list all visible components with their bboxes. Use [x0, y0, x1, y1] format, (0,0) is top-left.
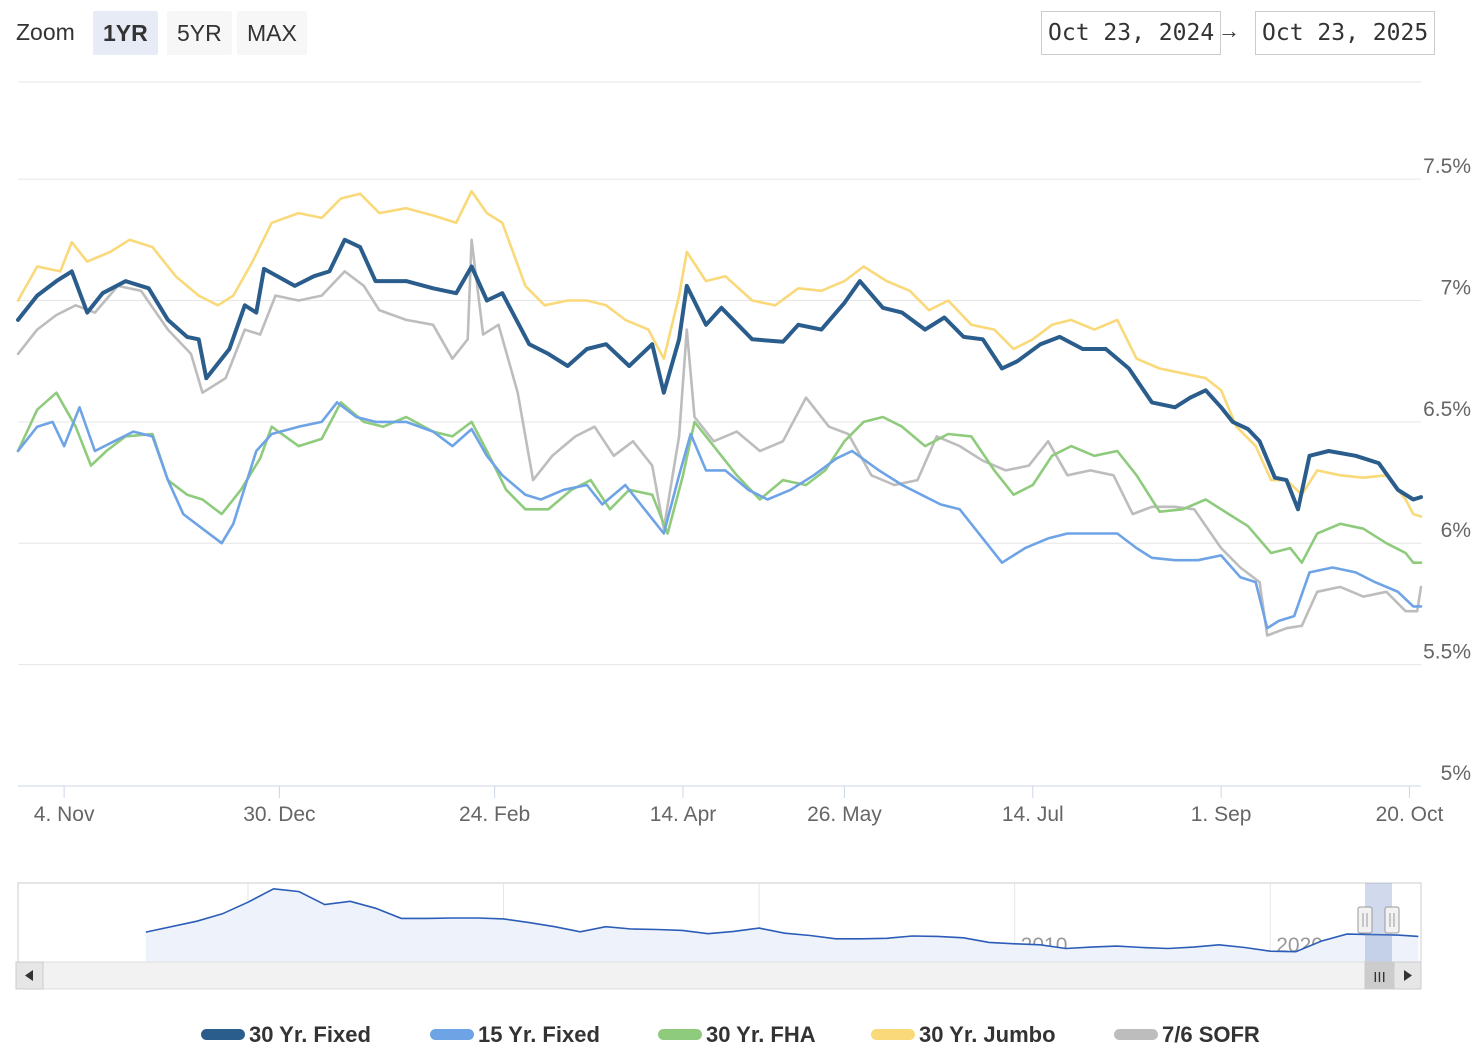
zoom-5yr-button[interactable]: 5YR: [167, 11, 232, 55]
y-tick-label: 7.5%: [1423, 155, 1471, 178]
grid-lines: [18, 81, 1421, 787]
legend-item-7-6-sofr[interactable]: 7/6 SOFR: [1114, 1022, 1260, 1048]
range-arrow-icon: →: [1218, 18, 1240, 43]
scrollbar-track[interactable]: [15, 961, 1422, 990]
navigator-tick-label: 2000: [765, 934, 812, 957]
series-line-7-6-sofr: [16, 238, 1423, 637]
navigator-selection[interactable]: [1365, 883, 1392, 962]
y-tick-label: 5.5%: [1423, 641, 1471, 664]
range-to-input[interactable]: Oct 23, 2025: [1255, 11, 1436, 55]
legend-item-30yr-jumbo[interactable]: 30 Yr. Jumbo: [871, 1022, 1056, 1048]
legend-swatch: [1114, 1028, 1158, 1040]
right-arrow-icon: [1404, 970, 1412, 981]
legend-label: 30 Yr. Jumbo: [919, 1022, 1056, 1047]
legend-item-15yr-fixed[interactable]: 15 Yr. Fixed: [430, 1022, 600, 1048]
navigator-frame: [17, 882, 1422, 963]
navigator-handle-left[interactable]: [1357, 906, 1373, 934]
y-tick-label: 6.5%: [1423, 398, 1471, 421]
legend-label: 30 Yr. Fixed: [249, 1022, 371, 1047]
zoom-max-button[interactable]: MAX: [237, 11, 307, 55]
legend-item-30yr-fha[interactable]: 30 Yr. FHA: [658, 1022, 816, 1048]
series-line-30-yr-fha: [16, 391, 1423, 564]
legend-swatch: [871, 1028, 915, 1040]
navigator-area: [145, 888, 1419, 962]
navigator-line: [145, 887, 1419, 953]
left-arrow-icon: [25, 970, 33, 981]
legend-swatch: [201, 1028, 245, 1040]
navigator-tick-label: 2020: [1276, 934, 1323, 957]
x-axis: 4. Nov 30. Dec 24. Feb 14. Apr 26. May 14. Ju…: [34, 786, 1444, 826]
scrollbar-thumb[interactable]: [1364, 961, 1395, 990]
navigator-tick-label: 1990: [510, 934, 557, 957]
series-lines: [16, 189, 1423, 637]
navigator-tick-label: 2010: [1021, 934, 1068, 957]
x-tick-label: 1. Sep: [1191, 803, 1252, 826]
zoom-label: Zoom: [16, 19, 75, 45]
scrollbar-grip-icon: III: [1373, 969, 1386, 986]
series-line-15-yr-fixed: [16, 401, 1423, 630]
navigator[interactable]: 1980 1990 2000 2010 2020 III: [15, 882, 1422, 990]
zoom-1yr-button[interactable]: 1YR: [93, 11, 158, 55]
legend-label: 15 Yr. Fixed: [478, 1022, 600, 1047]
scrollbar-right-button[interactable]: [1393, 961, 1422, 990]
legend: 30 Yr. Fixed 15 Yr. Fixed 30 Yr. FHA 30 …: [0, 1020, 1477, 1056]
scrollbar-left-button[interactable]: [15, 961, 44, 990]
legend-label: 30 Yr. FHA: [706, 1022, 816, 1047]
navigator-handle-right[interactable]: [1384, 906, 1400, 934]
navigator-tick-label: 1980: [254, 934, 301, 957]
x-tick-label: 14. Apr: [650, 803, 717, 826]
x-tick-label: 26. May: [807, 803, 882, 826]
legend-swatch: [658, 1028, 702, 1040]
x-tick-label: 20. Oct: [1376, 803, 1444, 826]
range-from-input[interactable]: Oct 23, 2024: [1041, 11, 1222, 55]
x-tick-label: 24. Feb: [459, 803, 530, 826]
x-tick-label: 14. Jul: [1002, 803, 1064, 826]
y-tick-label: 7%: [1441, 276, 1471, 299]
x-tick-label: 4. Nov: [34, 803, 95, 826]
legend-label: 7/6 SOFR: [1162, 1022, 1260, 1047]
series-line-30-yr-fixed: [16, 237, 1423, 512]
legend-item-30yr-fixed[interactable]: 30 Yr. Fixed: [201, 1022, 371, 1048]
y-axis: 5% 5.5% 6% 6.5% 7% 7.5%: [1423, 155, 1471, 785]
x-tick-label: 30. Dec: [243, 803, 315, 826]
series-line-30-yr-jumbo: [16, 189, 1423, 518]
legend-swatch: [430, 1028, 474, 1040]
y-tick-label: 5%: [1441, 762, 1471, 785]
y-tick-label: 6%: [1441, 519, 1471, 542]
